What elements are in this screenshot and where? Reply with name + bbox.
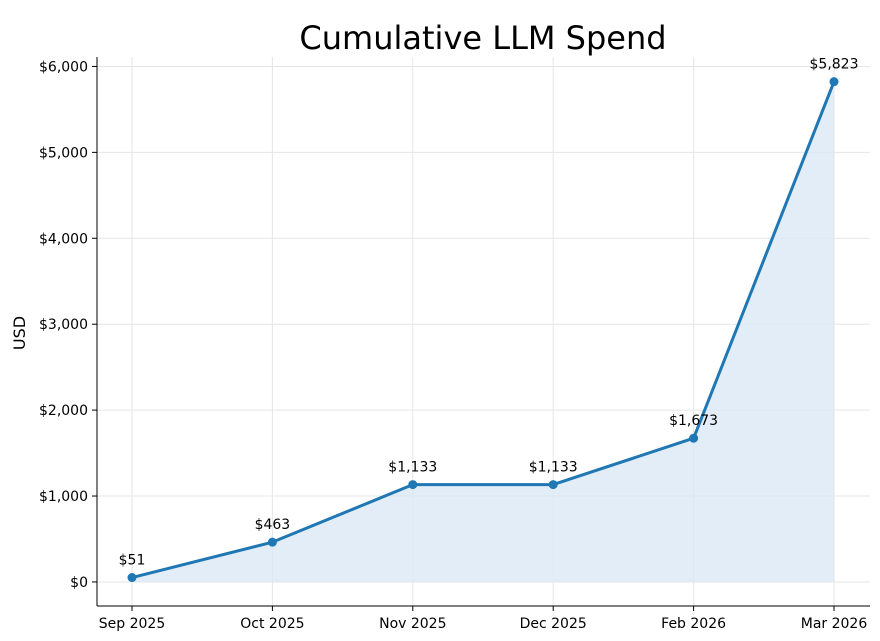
area-fill — [132, 81, 834, 582]
data-point-3 — [548, 480, 558, 490]
data-label-1: $463 — [255, 517, 291, 533]
series-line — [131, 81, 836, 580]
series-line-layer — [131, 81, 836, 580]
data-label-2: $1,133 — [388, 460, 437, 476]
y-tick-label-0: $0 — [70, 575, 88, 591]
y-tick-label-4: $4,000 — [39, 231, 88, 247]
chart-title: Cumulative LLM Spend — [299, 19, 666, 57]
y-tick-label-3: $3,000 — [39, 317, 88, 333]
data-point-4 — [689, 433, 699, 443]
axes — [96, 57, 870, 607]
data-label-5: $5,823 — [810, 57, 859, 73]
data-point-0 — [127, 573, 137, 583]
x-ticks: Sep 2025 Oct 2025 Nov 2025 Dec 2025 Feb 2026… — [99, 606, 868, 632]
data-label-0: $51 — [119, 553, 146, 569]
data-point-5 — [829, 77, 839, 87]
data-points — [127, 77, 839, 583]
x-tick-label-5: Mar 2026 — [801, 616, 868, 632]
y-tick-label-2: $2,000 — [39, 403, 88, 419]
x-tick-label-4: Feb 2026 — [661, 616, 726, 632]
x-tick-label-1: Oct 2025 — [240, 616, 304, 632]
x-tick-label-3: Dec 2025 — [520, 616, 587, 632]
y-tick-label-5: $5,000 — [39, 145, 88, 161]
y-ticks: $0 $1,000 $2,000 $3,000 $4,000 $5,000 $6,000 — [39, 59, 97, 591]
data-point-1 — [267, 537, 277, 547]
data-label-3: $1,133 — [529, 460, 578, 476]
y-axis-label: USD — [10, 316, 29, 350]
y-tick-label-6: $6,000 — [39, 59, 88, 75]
data-labels: $51 $463 $1,133 $1,133 $1,673 $5,823 — [119, 57, 859, 569]
area-layer — [132, 81, 834, 582]
x-tick-label-2: Nov 2025 — [379, 616, 446, 632]
data-point-2 — [408, 480, 418, 490]
data-label-4: $1,673 — [669, 413, 718, 429]
x-tick-label-0: Sep 2025 — [99, 616, 165, 632]
y-tick-label-1: $1,000 — [39, 489, 88, 505]
